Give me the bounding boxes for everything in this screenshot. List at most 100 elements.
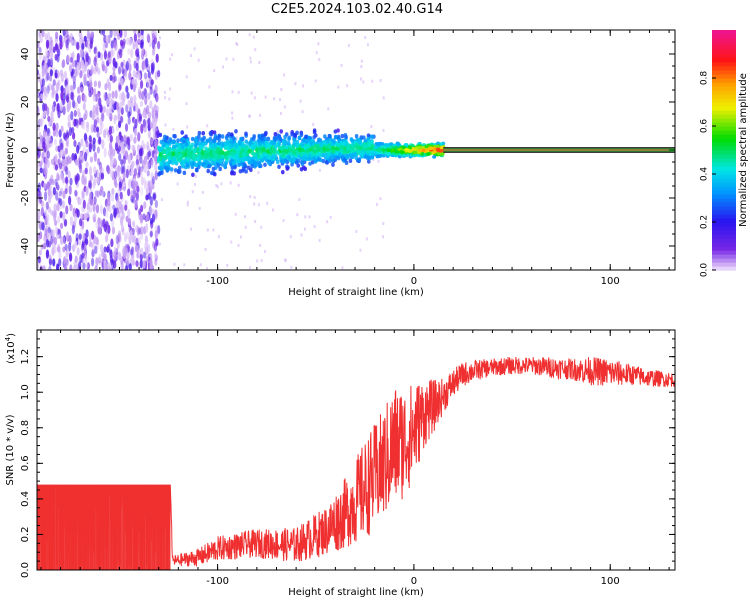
x-tick-label: 100 — [601, 276, 620, 287]
spectral-cell — [154, 209, 158, 218]
spectral-cell — [89, 156, 94, 163]
spectral-cell — [238, 153, 243, 159]
spectral-cell — [270, 140, 275, 145]
spectral-cell — [65, 30, 69, 38]
spectral-cell — [102, 105, 106, 114]
spectral-cell — [439, 145, 444, 150]
spectral-cell — [123, 251, 127, 258]
spectral-cell — [83, 212, 87, 221]
spectral-cell — [93, 68, 97, 75]
spectral-cell — [46, 72, 50, 81]
spectral-cell — [54, 54, 58, 61]
spectral-cell — [363, 138, 368, 143]
spectral-cell — [197, 58, 200, 62]
spectral-cell — [253, 195, 256, 199]
spectral-cell — [150, 79, 154, 86]
spectral-cell — [37, 41, 40, 49]
colorbar-swatch — [712, 66, 736, 71]
spectral-cell — [181, 161, 185, 167]
spectral-cell — [129, 133, 133, 142]
spectral-cell — [68, 185, 72, 195]
spectral-cell — [366, 43, 369, 47]
spectral-cell — [276, 130, 279, 134]
spectral-cell — [280, 88, 283, 92]
spectral-cell — [130, 163, 134, 171]
spectral-cell — [49, 117, 54, 125]
spectral-cell — [215, 155, 219, 160]
spectral-cell — [91, 112, 95, 121]
spectral-cell — [333, 129, 338, 134]
spectral-cell — [308, 215, 311, 219]
x-tick-label: -100 — [206, 276, 229, 287]
spectral-cell — [150, 159, 154, 166]
spectral-cell — [132, 180, 136, 191]
spectral-cell — [237, 141, 242, 146]
spectral-cell — [176, 138, 180, 143]
spectral-cell — [166, 147, 171, 152]
spectral-cell — [98, 256, 102, 264]
colorbar-swatch — [712, 46, 736, 51]
spectral-cell — [163, 90, 166, 94]
spectral-cell — [290, 265, 293, 269]
spectral-cell — [108, 108, 113, 118]
spectral-cell — [235, 136, 238, 140]
spectral-cell — [190, 136, 195, 142]
spectral-cell — [119, 39, 124, 47]
spectral-cell — [62, 30, 66, 37]
spectral-cell — [140, 247, 144, 255]
spectral-cell — [42, 102, 46, 112]
spectral-cell — [301, 110, 304, 114]
colorbar-swatch — [712, 202, 736, 207]
spectral-cell — [37, 262, 40, 270]
spectral-cell — [157, 224, 161, 235]
spectral-cell — [109, 170, 114, 178]
spectral-cell — [42, 128, 47, 139]
spectral-cell — [147, 130, 151, 139]
spectral-cell — [232, 57, 235, 61]
spectral-cell — [41, 201, 45, 209]
spectral-cell — [122, 145, 126, 154]
spectral-cell — [77, 94, 82, 105]
spectral-cell — [184, 134, 188, 139]
spectral-cell — [60, 142, 64, 151]
spectral-cell — [325, 139, 330, 144]
spectral-cell — [100, 172, 105, 180]
spectral-cell — [43, 182, 47, 190]
spectral-cell — [124, 204, 128, 211]
spectral-cell — [65, 139, 69, 148]
spectral-cell — [198, 144, 203, 149]
spectral-cell — [77, 111, 82, 120]
spectral-cell — [385, 143, 390, 148]
spectral-cell — [86, 80, 90, 87]
spectral-cell — [123, 30, 127, 38]
spectral-cell — [93, 166, 97, 175]
spectral-cell — [59, 40, 63, 50]
spectral-cell — [220, 182, 223, 186]
spectral-cell — [45, 229, 49, 239]
colorbar-tick-label: 0.6 — [700, 119, 710, 134]
spectral-cell — [130, 168, 134, 176]
colorbar-swatch — [712, 234, 736, 239]
spectral-cell — [218, 159, 223, 164]
spectral-cell — [147, 117, 151, 125]
spectral-cell — [98, 136, 102, 145]
spectral-cell — [313, 224, 316, 228]
spectral-cell — [137, 248, 141, 255]
spectral-cell — [45, 90, 49, 98]
spectral-cell — [58, 129, 62, 138]
spectral-cell — [266, 136, 271, 142]
spectral-cell — [153, 132, 157, 139]
spectral-cell — [81, 243, 85, 251]
spectral-cell — [254, 220, 257, 224]
spectral-cell — [115, 234, 119, 245]
spectral-cell — [119, 115, 124, 123]
spectral-cell — [132, 144, 136, 153]
spectral-cell — [163, 141, 167, 147]
spectral-cell — [109, 213, 114, 222]
spectral-cell — [173, 168, 178, 173]
spectral-cell — [91, 110, 95, 117]
spectral-cell — [149, 230, 153, 238]
spectral-cell — [304, 134, 308, 140]
spectral-cell — [290, 130, 295, 135]
spectral-cell — [365, 237, 368, 241]
